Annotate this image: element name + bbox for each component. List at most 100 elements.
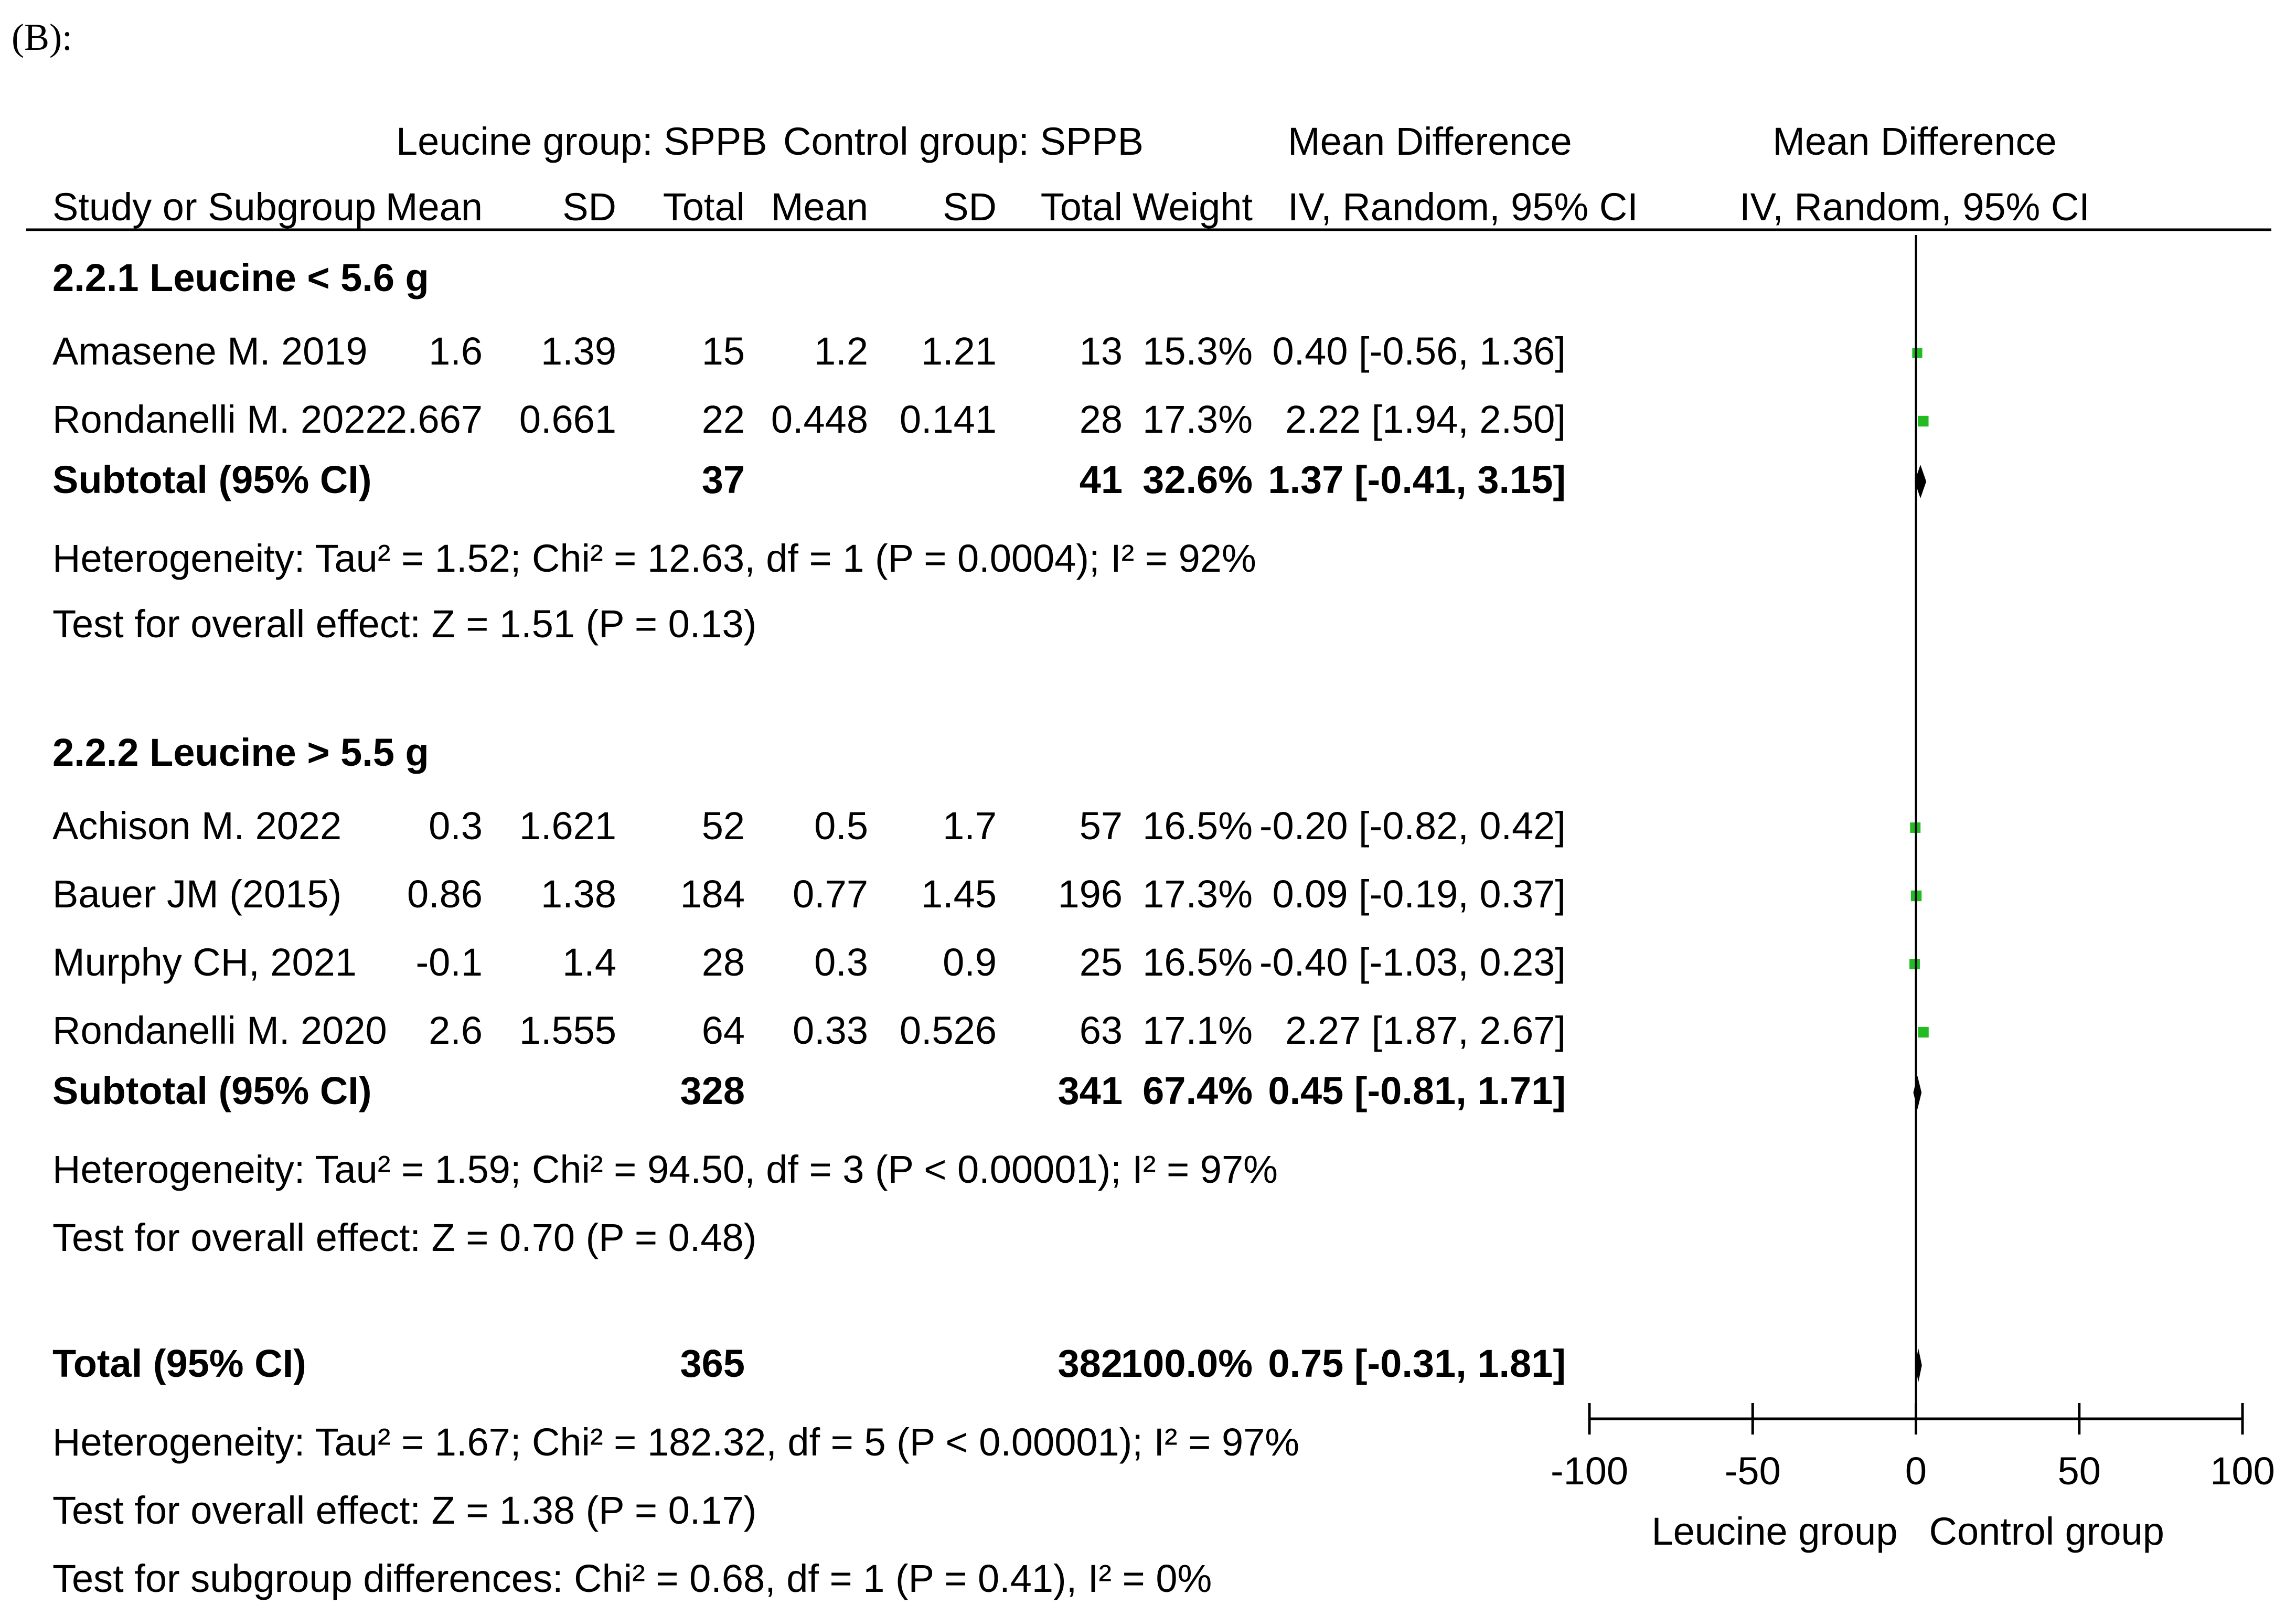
control-total: 25 bbox=[1080, 940, 1123, 984]
leucine-total: 184 bbox=[680, 872, 745, 916]
subtotal-weight: 67.4% bbox=[1142, 1069, 1253, 1112]
study-mean-difference: -0.20 [-0.82, 0.42] bbox=[1259, 804, 1566, 848]
control-mean: 0.3 bbox=[814, 940, 868, 984]
subgroup-overall-effect: Test for overall effect: Z = 1.51 (P = 0… bbox=[52, 602, 756, 646]
subtotal-leucine-total: 328 bbox=[680, 1069, 745, 1112]
leucine-sd: 1.621 bbox=[519, 804, 616, 848]
control-total: 63 bbox=[1080, 1009, 1123, 1052]
subtotal-control-total: 341 bbox=[1058, 1069, 1123, 1112]
x-axis-tick-label: 100 bbox=[2210, 1449, 2274, 1493]
leucine-sd: 1.555 bbox=[519, 1009, 616, 1052]
header-leucine-group: Leucine group: SPPB bbox=[396, 120, 767, 163]
leucine-mean: 0.86 bbox=[407, 872, 483, 916]
control-sd: 0.9 bbox=[943, 940, 997, 984]
subtotal-label: Subtotal (95% CI) bbox=[52, 1069, 371, 1112]
header-weight: Weight bbox=[1133, 185, 1253, 229]
control-sd: 1.45 bbox=[921, 872, 997, 916]
study-name: Murphy CH, 2021 bbox=[52, 940, 357, 984]
leucine-sd: 0.661 bbox=[519, 398, 616, 441]
study-mean-difference: 2.22 [1.94, 2.50] bbox=[1285, 398, 1566, 441]
control-mean: 0.77 bbox=[793, 872, 868, 916]
subgroup-heterogeneity: Heterogeneity: Tau² = 1.59; Chi² = 94.50… bbox=[52, 1148, 1278, 1191]
study-name: Amasene M. 2019 bbox=[52, 329, 368, 373]
study-marker bbox=[1918, 1026, 1929, 1038]
leucine-sd: 1.4 bbox=[562, 940, 616, 984]
leucine-sd: 1.39 bbox=[541, 329, 616, 373]
study-name: Rondanelli M. 2022 bbox=[52, 398, 387, 441]
control-mean: 1.2 bbox=[814, 329, 868, 373]
total-weight: 100.0% bbox=[1121, 1342, 1253, 1385]
study-mean-difference: 0.09 [-0.19, 0.37] bbox=[1272, 872, 1566, 916]
study-weight: 16.5% bbox=[1142, 940, 1253, 984]
control-total: 28 bbox=[1080, 398, 1123, 441]
leucine-total: 52 bbox=[702, 804, 745, 848]
table-body: 2.2.1 Leucine < 5.6 g Amasene M. 2019 1.6 1… bbox=[52, 256, 1566, 1600]
subtotal-leucine-total: 37 bbox=[702, 458, 745, 501]
study-marker bbox=[1912, 348, 1923, 358]
total-mean-difference: 0.75 [-0.31, 1.81] bbox=[1268, 1342, 1566, 1385]
total-label: Total (95% CI) bbox=[52, 1342, 306, 1385]
subtotal-label: Subtotal (95% CI) bbox=[52, 458, 371, 501]
header-total-1: Total bbox=[663, 185, 745, 229]
header-control-group: Control group: SPPB bbox=[783, 120, 1144, 163]
x-axis-tick-label: 50 bbox=[2058, 1449, 2101, 1493]
study-mean-difference: 2.27 [1.87, 2.67] bbox=[1285, 1009, 1566, 1052]
subgroup-overall-effect: Test for overall effect: Z = 0.70 (P = 0… bbox=[52, 1216, 756, 1259]
figure-label: (B): bbox=[12, 16, 72, 58]
study-marker bbox=[1918, 415, 1929, 427]
leucine-total: 64 bbox=[702, 1009, 745, 1052]
study-weight: 15.3% bbox=[1142, 329, 1253, 373]
control-sd: 1.21 bbox=[921, 329, 997, 373]
header-mean-difference: Mean Difference bbox=[1288, 120, 1572, 163]
subtotal-mean-difference: 0.45 [-0.81, 1.71] bbox=[1268, 1069, 1566, 1112]
axis-favours-leucine: Leucine group bbox=[1651, 1510, 1897, 1553]
total-overall-effect: Test for overall effect: Z = 1.38 (P = 0… bbox=[52, 1489, 756, 1532]
header-mean-2: Mean bbox=[771, 185, 868, 229]
control-mean: 0.448 bbox=[771, 398, 868, 441]
subtotal-control-total: 41 bbox=[1080, 458, 1123, 501]
study-weight: 16.5% bbox=[1142, 804, 1253, 848]
control-mean: 0.5 bbox=[814, 804, 868, 848]
header-sd-1: SD bbox=[562, 185, 616, 229]
total-heterogeneity: Heterogeneity: Tau² = 1.67; Chi² = 182.3… bbox=[52, 1420, 1299, 1464]
total-leucine-total: 365 bbox=[680, 1342, 745, 1385]
leucine-total: 28 bbox=[702, 940, 745, 984]
subgroup-heterogeneity: Heterogeneity: Tau² = 1.52; Chi² = 12.63… bbox=[52, 537, 1256, 580]
header-total-2: Total bbox=[1041, 185, 1123, 229]
leucine-mean: 2.667 bbox=[386, 398, 483, 441]
leucine-mean: 1.6 bbox=[429, 329, 483, 373]
study-weight: 17.3% bbox=[1142, 872, 1253, 916]
subgroup-title: 2.2.1 Leucine < 5.6 g bbox=[52, 256, 429, 299]
subgroup-differences: Test for subgroup differences: Chi² = 0.… bbox=[52, 1557, 1212, 1600]
header-sd-2: SD bbox=[943, 185, 997, 229]
study-name: Achison M. 2022 bbox=[52, 804, 341, 848]
study-mean-difference: -0.40 [-1.03, 0.23] bbox=[1259, 940, 1566, 984]
x-axis-tick-label: -100 bbox=[1551, 1449, 1628, 1493]
study-name: Bauer JM (2015) bbox=[52, 872, 341, 916]
control-sd: 0.141 bbox=[900, 398, 997, 441]
control-sd: 0.526 bbox=[900, 1009, 997, 1052]
control-mean: 0.33 bbox=[793, 1009, 868, 1052]
leucine-mean: 0.3 bbox=[429, 804, 483, 848]
axis-favours-control: Control group bbox=[1929, 1510, 2164, 1553]
study-mean-difference: 0.40 [-0.56, 1.36] bbox=[1272, 329, 1566, 373]
control-total: 13 bbox=[1080, 329, 1123, 373]
study-weight: 17.3% bbox=[1142, 398, 1253, 441]
header-mean-1: Mean bbox=[386, 185, 483, 229]
header-study-or-subgroup: Study or Subgroup bbox=[52, 185, 376, 229]
header-plot-mean-difference: Mean Difference bbox=[1772, 120, 2057, 163]
study-name: Rondanelli M. 2020 bbox=[52, 1009, 387, 1052]
table-header: Leucine group: SPPB Control group: SPPB … bbox=[52, 120, 2090, 229]
subtotal-weight: 32.6% bbox=[1142, 458, 1253, 501]
x-axis-tick-label: 0 bbox=[1905, 1449, 1927, 1493]
header-plot-method: IV, Random, 95% CI bbox=[1739, 185, 2090, 229]
study-marker bbox=[1909, 959, 1920, 969]
subtotal-mean-difference: 1.37 [-0.41, 3.15] bbox=[1268, 458, 1566, 501]
plot-area: -100 -50 0 50 100 Leucine group Control group bbox=[1551, 235, 2275, 1553]
subtotal-diamond bbox=[1914, 465, 1927, 498]
subgroup-title: 2.2.2 Leucine > 5.5 g bbox=[52, 731, 429, 774]
x-axis-tick-label: -50 bbox=[1725, 1449, 1781, 1493]
leucine-mean: 2.6 bbox=[429, 1009, 483, 1052]
leucine-total: 22 bbox=[702, 398, 745, 441]
